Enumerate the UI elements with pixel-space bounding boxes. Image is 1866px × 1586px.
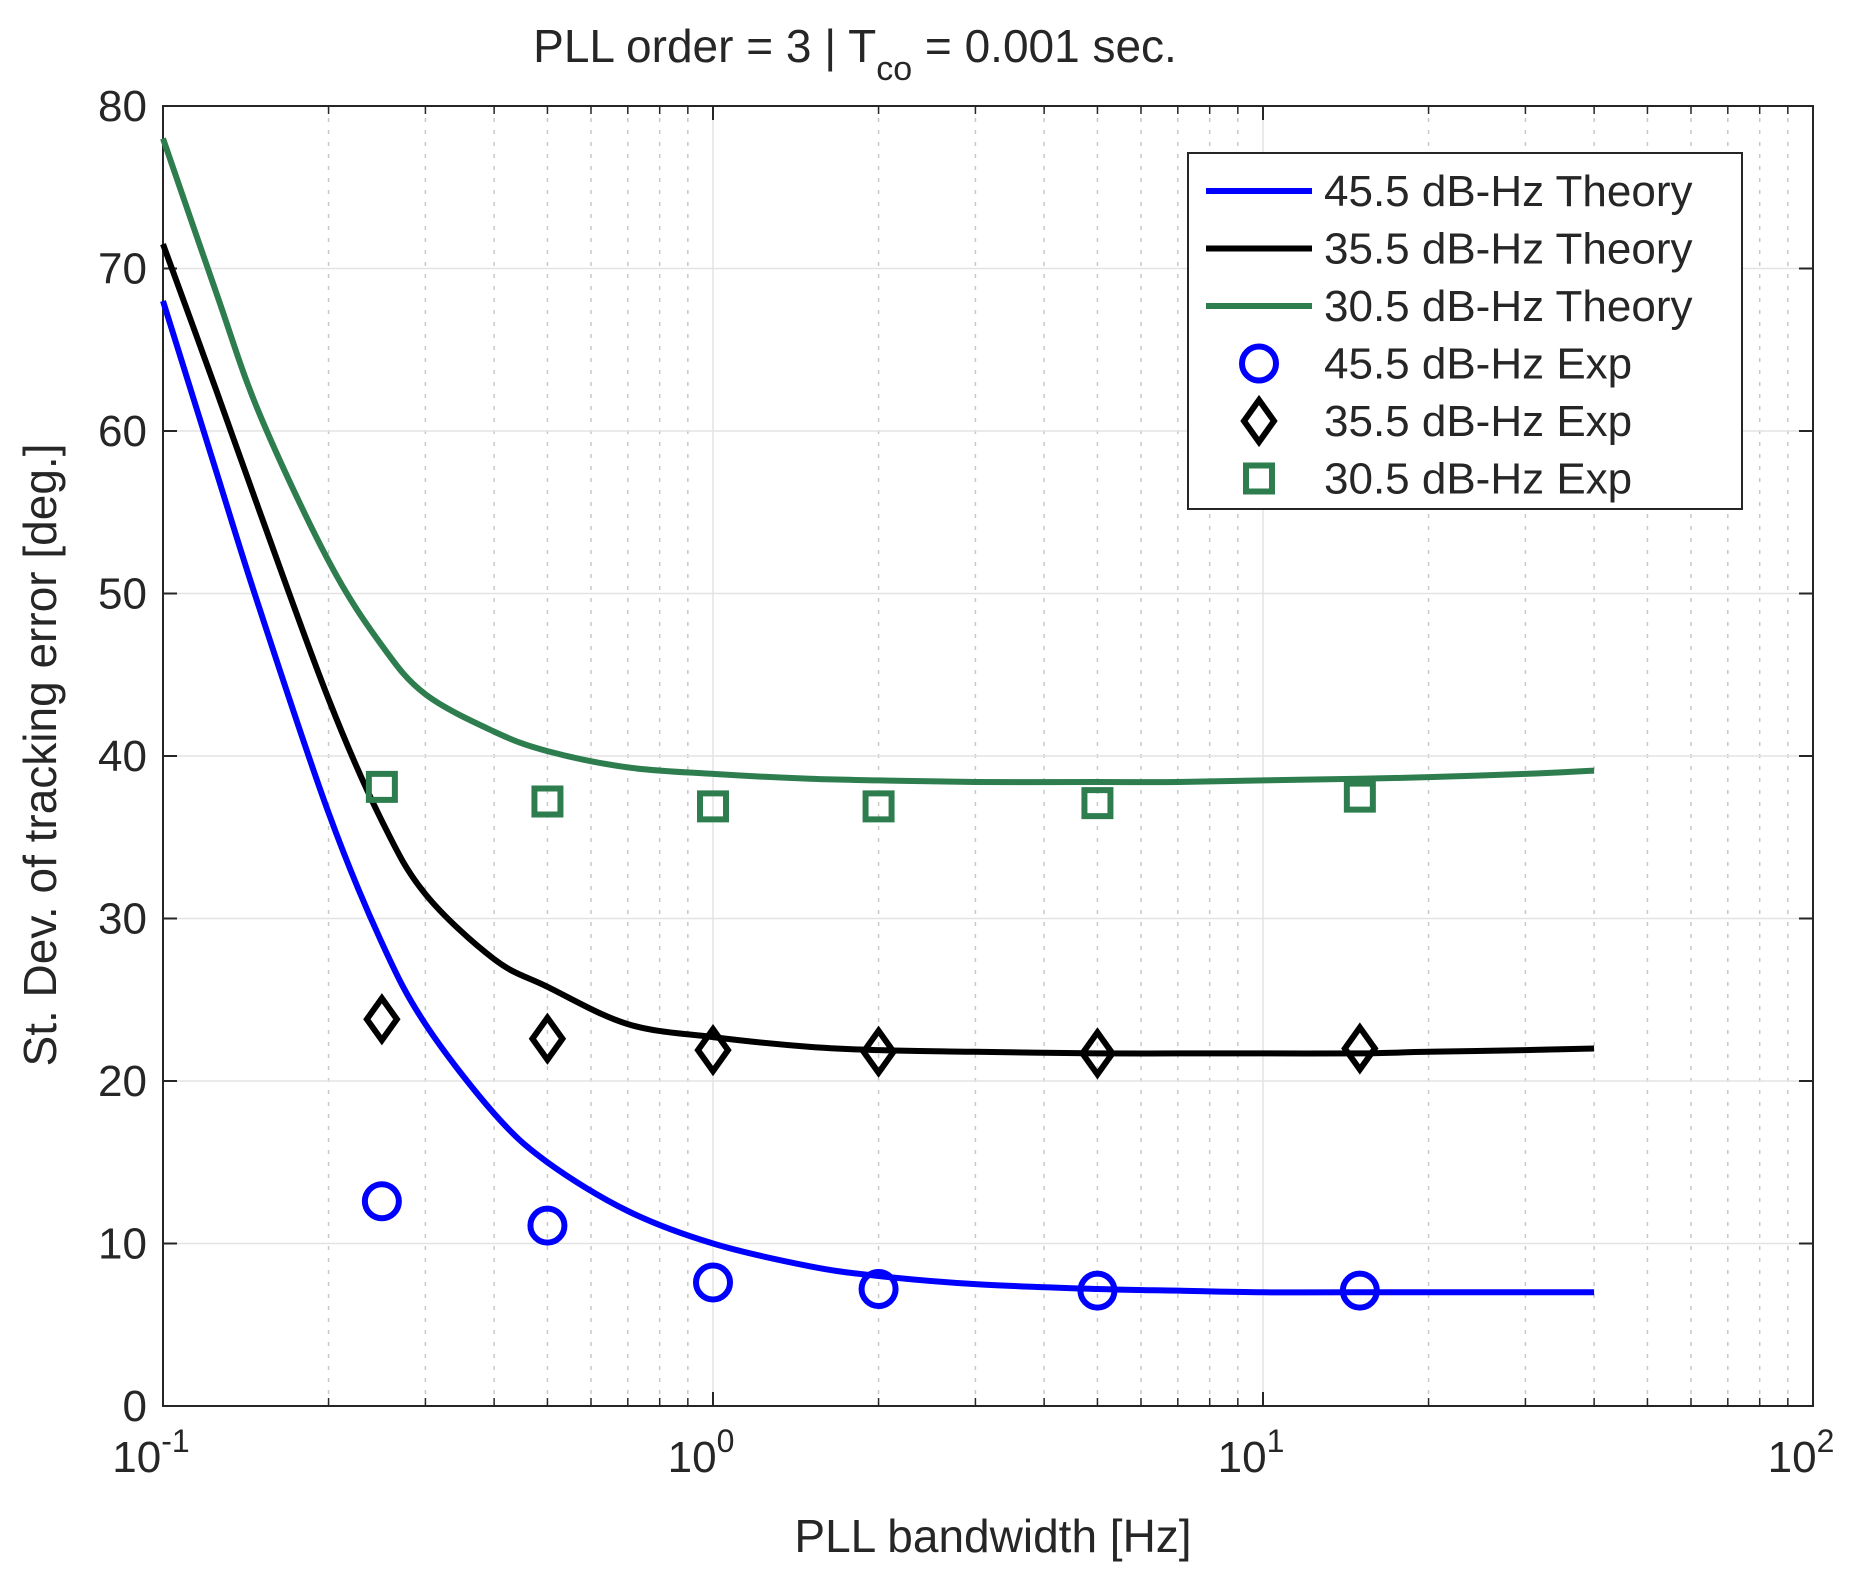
- x-tick-label: 100: [668, 1423, 735, 1482]
- data-point-30-5-db-hz-exp: [697, 790, 729, 823]
- series-line-30-5-db-hz-theory: [160, 137, 1595, 786]
- data-point-30-5-db-hz-exp: [862, 790, 895, 823]
- legend-box: [1187, 152, 1743, 510]
- data-point-35-5-db-hz-exp: [1078, 1027, 1117, 1080]
- chart-title-subscript: co: [876, 50, 912, 88]
- data-point-45-5-db-hz-exp: [1077, 1270, 1118, 1311]
- y-tick-label: 20: [98, 1057, 147, 1106]
- y-tick-label: 0: [123, 1382, 147, 1431]
- legend-label-30-5-db-hz-theory: 30.5 dB-Hz Theory: [1324, 282, 1692, 331]
- series-line-35-5-db-hz-theory: [160, 243, 1595, 1057]
- data-point-30-5-db-hz-exp: [365, 770, 398, 803]
- y-tick-label: 60: [98, 407, 147, 456]
- legend-label-30-5-db-hz-exp: 30.5 dB-Hz Exp: [1324, 455, 1632, 504]
- x-tick-label: 10-1: [112, 1423, 189, 1482]
- data-point-45-5-db-hz-exp: [527, 1205, 568, 1246]
- data-point-35-5-db-hz-exp: [363, 993, 401, 1046]
- legend-marker-45-5-db-hz-exp: [1239, 343, 1279, 384]
- x-tick-label: 101: [1218, 1423, 1285, 1482]
- data-point-45-5-db-hz-exp: [693, 1262, 733, 1303]
- data-point-35-5-db-hz-exp: [694, 1023, 732, 1077]
- legend-marker-30-5-db-hz-exp: [1243, 462, 1275, 495]
- data-point-35-5-db-hz-exp: [528, 1012, 567, 1065]
- y-tick-label: 40: [98, 732, 147, 781]
- data-point-30-5-db-hz-exp: [531, 785, 564, 818]
- legend-label-45-5-db-hz-exp: 45.5 dB-Hz Exp: [1324, 340, 1632, 389]
- x-tick-label: 102: [1768, 1423, 1835, 1482]
- y-tick-label: 30: [98, 895, 147, 944]
- data-point-30-5-db-hz-exp: [1081, 787, 1114, 820]
- tick-labels: 0 10 20 30 40 50 60 70 80 10-1 100 101 102: [98, 82, 1834, 1482]
- chart-title-suffix: = 0.001 sec.: [912, 20, 1177, 72]
- chart-title: PLL order = 3 | Tco = 0.001 sec.: [533, 20, 1177, 88]
- y-tick-label: 10: [98, 1220, 147, 1269]
- data-point-45-5-db-hz-exp: [361, 1181, 402, 1222]
- y-tick-label: 50: [98, 570, 147, 619]
- legend-marker-35-5-db-hz-exp: [1240, 394, 1278, 448]
- chart-title-main: PLL order = 3 | T: [533, 20, 876, 72]
- plot-series: [160, 137, 1595, 1311]
- data-point-35-5-db-hz-exp: [1341, 1022, 1379, 1075]
- axes: [162, 105, 1814, 1407]
- data-point-45-5-db-hz-exp: [1339, 1270, 1380, 1311]
- legend: 45.5 dB-Hz Theory 35.5 dB-Hz Theory 30.5 d…: [1187, 152, 1743, 510]
- data-point-45-5-db-hz-exp: [858, 1269, 899, 1309]
- series-line-45-5-db-hz-theory: [160, 300, 1595, 1296]
- legend-label-45-5-db-hz-theory: 45.5 dB-Hz Theory: [1324, 167, 1692, 216]
- y-tick-label: 80: [98, 82, 147, 131]
- x-axis-label: PLL bandwidth [Hz]: [794, 1510, 1191, 1562]
- y-tick-label: 70: [98, 245, 147, 294]
- legend-label-35-5-db-hz-exp: 35.5 dB-Hz Exp: [1324, 397, 1632, 446]
- legend-label-35-5-db-hz-theory: 35.5 dB-Hz Theory: [1324, 225, 1692, 274]
- y-axis-label: St. Dev. of tracking error [deg.]: [14, 444, 66, 1067]
- data-point-35-5-db-hz-exp: [859, 1025, 898, 1078]
- data-point-30-5-db-hz-exp: [1343, 780, 1376, 813]
